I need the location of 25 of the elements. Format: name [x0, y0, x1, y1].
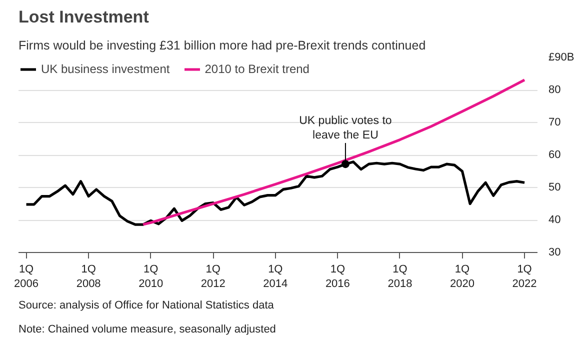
legend-label: UK business investment: [41, 62, 170, 76]
chart-subtitle: Firms would be investing £31 billion more had pre-Brexit trends continued: [18, 38, 426, 52]
x-tick-label: 1Q 2006: [14, 264, 39, 290]
chart-title: Lost Investment: [18, 8, 150, 26]
y-tick-label: 80: [548, 84, 561, 96]
y-tick-label: 70: [548, 116, 561, 128]
y-tick-label: 60: [548, 149, 561, 161]
source-note: Source: analysis of Office for National Statistics data: [18, 300, 275, 312]
annotation: UK public votes to leave the EU: [299, 114, 392, 142]
legend-label: 2010 to Brexit trend: [204, 62, 310, 76]
y-tick-label: £90B: [548, 52, 574, 64]
x-tick-label: 1Q 2012: [200, 264, 226, 290]
x-tick-label: 1Q 2018: [388, 264, 412, 290]
x-tick-label: 1Q 2010: [138, 264, 164, 290]
y-tick-label: 30: [548, 246, 561, 258]
line-series: [142, 78, 526, 226]
line-series: [24, 160, 526, 226]
y-tick-label: 50: [548, 182, 561, 194]
x-tick-label: 1Q 2008: [76, 264, 101, 290]
x-tick-label: 1Q 2016: [325, 264, 350, 290]
text: Note: Chained volume measure, seasonally adjusted: [18, 324, 276, 336]
y-tick-label: 40: [548, 214, 561, 226]
x-tick-label: 1Q 2020: [450, 264, 474, 290]
x-tick-label: 1Q 2022: [512, 264, 537, 290]
x-tick-label: 1Q 2014: [263, 264, 288, 290]
